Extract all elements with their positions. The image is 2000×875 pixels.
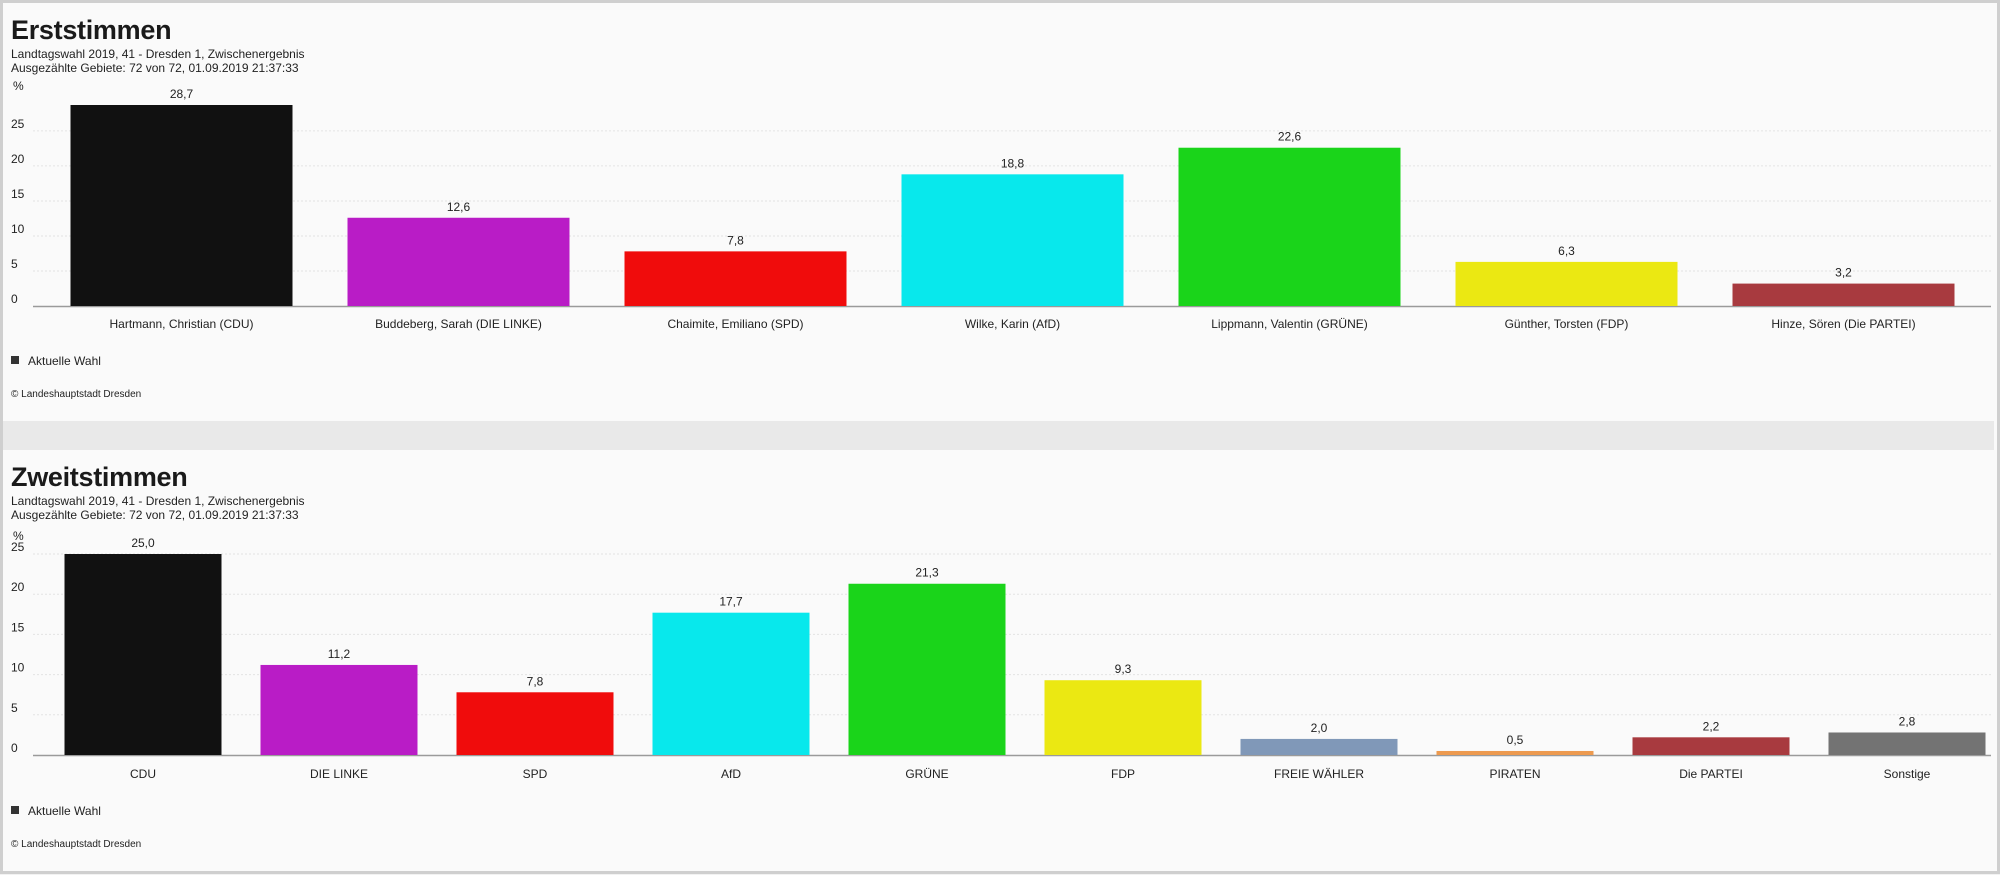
y-tick-label: 5: [11, 701, 18, 715]
category-label: Wilke, Karin (AfD): [965, 317, 1060, 331]
category-labels: Hartmann, Christian (CDU) Buddeberg, Sara…: [109, 317, 1915, 331]
y-tick-label: 25: [11, 117, 25, 131]
bar: [624, 251, 847, 306]
panel-title: Erststimmen: [11, 15, 172, 45]
bar: [1828, 732, 1986, 755]
category-label: Die PARTEI: [1679, 767, 1743, 781]
bar: [1455, 261, 1678, 306]
panel-divider: [3, 421, 1994, 450]
bar: [1178, 147, 1401, 306]
legend-swatch: [11, 355, 19, 364]
category-label: DIE LINKE: [310, 767, 368, 781]
data-label: 2,2: [1703, 719, 1720, 733]
bar: [1044, 680, 1202, 755]
bar: [1240, 738, 1398, 755]
category-label: Buddeberg, Sarah (DIE LINKE): [375, 317, 542, 331]
bar: [64, 554, 222, 755]
erststimmen-bar-chart: 0 5 10 15 20 25 28,7 12,6 7,8 18,8 22,6 6,3 3,2 Hartm…: [11, 87, 1991, 331]
legend-label: Aktuelle Wahl: [28, 353, 101, 368]
y-tick-labels: 0 5 10 15 20 25: [11, 540, 25, 755]
category-label: AfD: [721, 767, 741, 781]
data-label: 9,3: [1115, 662, 1132, 676]
data-label: 7,8: [527, 674, 544, 688]
copyright-credit: © Landeshauptstadt Dresden: [11, 839, 142, 850]
data-label: 7,8: [727, 233, 744, 247]
category-label: FREIE WÄHLER: [1274, 767, 1364, 781]
y-tick-label: 0: [11, 741, 18, 755]
bar: [456, 692, 614, 755]
legend-swatch: [11, 805, 19, 814]
bar: [1632, 737, 1790, 755]
category-label: Lippmann, Valentin (GRÜNE): [1211, 317, 1368, 331]
category-label: Günther, Torsten (FDP): [1505, 317, 1629, 331]
y-tick-label: 15: [11, 620, 25, 634]
panel-subtitle-election: Landtagswahl 2019, 41 - Dresden 1, Zwisc…: [11, 47, 305, 61]
category-label: FDP: [1111, 767, 1135, 781]
panel-subtitle-counted: Ausgezählte Gebiete: 72 von 72, 01.09.20…: [11, 61, 299, 75]
data-label: 21,3: [915, 566, 939, 580]
data-label: 11,2: [328, 647, 351, 661]
bar: [901, 174, 1124, 306]
erststimmen-panel: Erststimmen Landtagswahl 2019, 41 - Dres…: [3, 3, 1994, 421]
category-label: PIRATEN: [1489, 767, 1540, 781]
data-label: 17,7: [719, 595, 743, 609]
bar: [260, 664, 418, 755]
y-tick-label: 10: [11, 661, 25, 675]
y-axis-unit: %: [13, 529, 24, 543]
y-tick-label: 5: [11, 257, 18, 271]
panel-subtitle-election: Landtagswahl 2019, 41 - Dresden 1, Zwisc…: [11, 494, 305, 508]
zweitstimmen-panel: Zweitstimmen Landtagswahl 2019, 41 - Dre…: [3, 450, 1994, 865]
category-label: Chaimite, Emiliano (SPD): [667, 317, 803, 331]
y-tick-label: 20: [11, 152, 25, 166]
panel-subtitle-counted: Ausgezählte Gebiete: 72 von 72, 01.09.20…: [11, 508, 299, 522]
category-label: CDU: [130, 767, 156, 781]
data-label: 28,7: [170, 87, 194, 101]
category-label: SPD: [523, 767, 548, 781]
legend-label: Aktuelle Wahl: [28, 803, 101, 818]
data-label: 22,6: [1278, 130, 1302, 144]
category-label: Hartmann, Christian (CDU): [109, 317, 253, 331]
y-tick-label: 25: [11, 540, 25, 554]
y-tick-labels: 0 5 10 15 20 25: [11, 117, 25, 306]
bar: [70, 105, 293, 306]
bar: [1436, 750, 1594, 755]
y-tick-label: 15: [11, 187, 25, 201]
data-label: 6,3: [1558, 244, 1575, 258]
y-tick-label: 20: [11, 580, 25, 594]
category-label: GRÜNE: [905, 767, 948, 781]
zweitstimmen-bar-chart: 0 5 10 15 20 25 25,0 11,2 7,8 17,7 21,3 9,3 2,0 0,5 2,…: [11, 536, 1991, 781]
bars: [64, 554, 1986, 755]
data-labels: 25,0 11,2 7,8 17,7 21,3 9,3 2,0 0,5 2,2 2,8: [131, 536, 1915, 747]
data-label: 0,5: [1507, 733, 1524, 747]
category-label: Sonstige: [1884, 767, 1931, 781]
bars: [70, 105, 1955, 306]
y-tick-label: 10: [11, 222, 25, 236]
data-label: 18,8: [1001, 156, 1025, 170]
y-axis-unit: %: [13, 79, 24, 93]
bar: [347, 217, 570, 306]
data-label: 12,6: [447, 200, 471, 214]
data-label: 25,0: [131, 536, 155, 550]
data-labels: 28,7 12,6 7,8 18,8 22,6 6,3 3,2: [170, 87, 1852, 280]
y-tick-label: 0: [11, 292, 18, 306]
data-label: 3,2: [1835, 266, 1852, 280]
bar: [848, 583, 1006, 755]
category-labels: CDU DIE LINKE SPD AfD GRÜNE FDP FREIE WÄHLER PI…: [130, 767, 1931, 781]
bar: [1732, 283, 1955, 306]
bar: [652, 612, 810, 755]
data-label: 2,0: [1311, 721, 1328, 735]
chart-legend[interactable]: Aktuelle Wahl: [11, 353, 101, 368]
chart-legend[interactable]: Aktuelle Wahl: [11, 803, 101, 818]
panel-title: Zweitstimmen: [11, 462, 188, 492]
copyright-credit: © Landeshauptstadt Dresden: [11, 389, 142, 400]
data-label: 2,8: [1899, 714, 1916, 728]
category-label: Hinze, Sören (Die PARTEI): [1771, 317, 1915, 331]
